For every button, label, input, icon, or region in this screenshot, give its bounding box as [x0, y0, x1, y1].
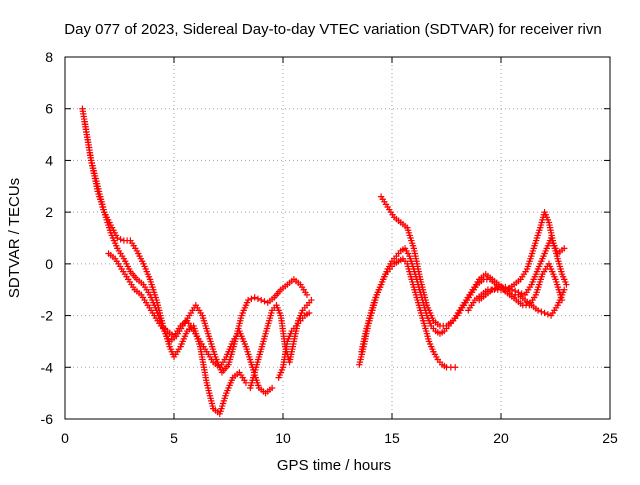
- tick-layer: 0 5 10 15 20 25 -6 -4 -2 0 2 4 6 8: [41, 49, 618, 446]
- data-point: [261, 298, 268, 305]
- data-point: [268, 384, 276, 392]
- data-point: [489, 286, 496, 293]
- data-point: [538, 308, 545, 315]
- data-points-layer: [79, 105, 570, 418]
- series-track-5: [275, 309, 313, 381]
- data-point: [561, 245, 568, 252]
- data-point: [511, 287, 519, 295]
- y-axis-label: SDTVAR / TECUs: [6, 178, 23, 298]
- data-point: [502, 283, 509, 291]
- data-point: [305, 309, 313, 317]
- data-point: [251, 294, 258, 301]
- y-tick-label: -4: [41, 359, 54, 375]
- x-tick-label: 10: [275, 430, 291, 446]
- data-point: [563, 281, 570, 288]
- plot-frame: [64, 56, 611, 420]
- data-point: [303, 291, 311, 299]
- x-tick-label: 15: [384, 430, 400, 446]
- y-tick-label: -6: [41, 411, 54, 427]
- data-point: [242, 379, 250, 386]
- data-point: [515, 289, 522, 296]
- data-point: [534, 307, 542, 314]
- y-tick-label: -2: [41, 308, 54, 324]
- grid-layer: [65, 57, 610, 419]
- data-point: [561, 286, 568, 293]
- data-point: [254, 295, 262, 302]
- series-track-7: [358, 245, 566, 355]
- data-point: [505, 285, 512, 292]
- y-tick-label: 6: [45, 101, 53, 117]
- y-tick-label: 0: [45, 256, 53, 272]
- data-point: [492, 285, 499, 292]
- data-point: [508, 286, 516, 293]
- y-tick-label: 8: [45, 49, 53, 65]
- data-point: [308, 296, 315, 304]
- chart-title: Day 077 of 2023, Sidereal Day-to-day VTE…: [64, 21, 601, 38]
- data-point: [117, 236, 124, 243]
- x-tick-label: 5: [170, 430, 178, 446]
- series-track-10: [476, 234, 568, 304]
- data-point: [544, 311, 552, 318]
- data-point: [518, 290, 525, 297]
- series-track-2: [81, 118, 311, 376]
- x-tick-label: 0: [61, 430, 69, 446]
- x-axis-label: GPS time / hours: [277, 457, 391, 474]
- data-point: [258, 296, 265, 304]
- data-point: [248, 295, 255, 302]
- y-tick-label: 2: [45, 204, 53, 220]
- data-point: [244, 296, 252, 304]
- y-tick-label: 4: [45, 152, 53, 168]
- x-tick-label: 20: [493, 430, 509, 446]
- x-tick-label: 25: [602, 430, 618, 446]
- data-point: [541, 309, 548, 317]
- series-track-4: [247, 296, 315, 392]
- data-point: [452, 364, 459, 371]
